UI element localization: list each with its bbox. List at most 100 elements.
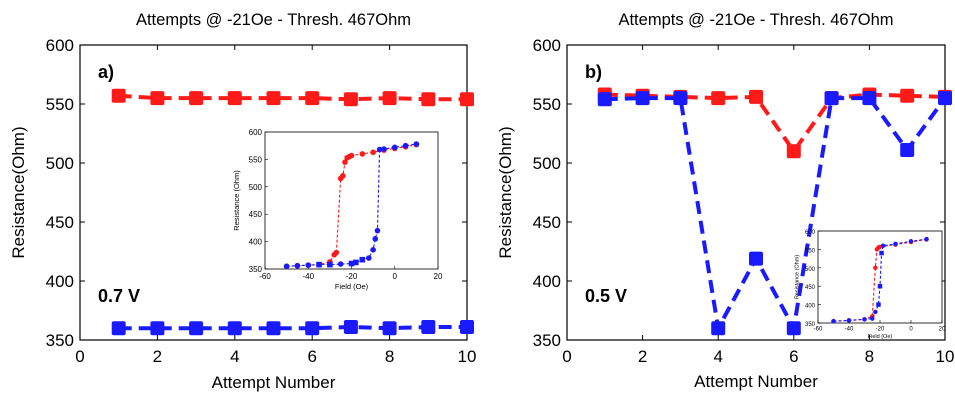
x-tick-label: 8 — [385, 347, 394, 366]
inset-data-point — [366, 255, 372, 261]
data-point — [111, 88, 126, 103]
y-tick-label: 400 — [46, 272, 74, 291]
x-axis-label: Attempt Number — [694, 372, 818, 391]
inset-data-point — [413, 141, 420, 147]
inset-x-tick-label: -40 — [302, 272, 314, 281]
inset-data-point — [873, 265, 878, 271]
data-point — [938, 91, 952, 106]
y-tick-label: 550 — [46, 95, 74, 114]
inset-x-tick-label: -40 — [845, 327, 854, 333]
inset-data-point — [870, 316, 875, 321]
inset-x-axis-label: Field (Oe) — [335, 282, 369, 291]
inset-x-tick-label: -20 — [876, 327, 885, 333]
inset-y-axis-label: Resistance (Ohm) — [232, 170, 241, 231]
inset-data-point — [831, 318, 836, 324]
inset-data-point — [873, 309, 878, 315]
y-tick-label: 600 — [533, 36, 561, 55]
inset-data-point — [340, 173, 346, 179]
data-point — [460, 320, 474, 335]
inset-data-point — [316, 261, 322, 268]
inset-data-point — [877, 283, 883, 289]
chart-panel-b: 0 2 4 6 8 10 350 400 450 500 550 600 Attempts @ -21O… — [496, 11, 954, 391]
inset-data-point — [893, 241, 898, 247]
data-point — [227, 91, 242, 106]
inset-x-tick-label: 0 — [909, 327, 913, 333]
data-point — [824, 91, 839, 106]
data-point — [150, 91, 165, 106]
inset-chart: -60 -40 -20 0 20 350 400 450 500 550 600 Field (Oe)… — [795, 230, 946, 340]
plot-frame — [566, 44, 946, 341]
inset-y-tick-label: 450 — [805, 285, 816, 291]
panel-label: a) — [98, 62, 114, 82]
voltage-annotation: 0.7 V — [98, 286, 140, 306]
inset-data-point — [305, 262, 312, 268]
series-line-0 — [604, 92, 946, 155]
inset-x-tick-label: -60 — [814, 327, 823, 333]
data-point — [786, 321, 801, 336]
panel-label: b) — [585, 62, 602, 82]
data-point — [862, 91, 877, 106]
data-point — [343, 92, 358, 107]
inset-data-point — [391, 144, 398, 151]
data-point — [382, 321, 397, 336]
y-tick-label: 350 — [533, 331, 561, 350]
y-tick-label: 450 — [46, 213, 74, 232]
data-point — [305, 91, 320, 106]
y-tick-label: 550 — [533, 95, 561, 114]
inset-data-point — [353, 259, 359, 266]
x-tick-label: 10 — [458, 347, 477, 366]
y-tick-label: 500 — [46, 154, 74, 173]
data-point — [711, 91, 726, 106]
data-point — [749, 251, 763, 266]
data-point — [189, 321, 204, 336]
inset-y-tick-label: 400 — [249, 238, 263, 247]
y-tick-label: 600 — [46, 36, 74, 55]
inset-y-axis-label: Resistance (Ohm) — [795, 255, 801, 299]
data-point — [150, 321, 165, 336]
x-tick-label: 0 — [75, 347, 84, 366]
y-axis-label: Resistance(Ohm) — [496, 126, 515, 258]
inset-data-point — [381, 146, 387, 152]
inset-x-tick-label: -20 — [346, 272, 358, 281]
inset-y-tick-label: 550 — [805, 248, 816, 254]
inset-data-point — [374, 227, 381, 234]
inset-data-point — [370, 247, 376, 253]
data-point — [382, 91, 397, 106]
series-line-1 — [604, 96, 947, 335]
data-point — [635, 91, 650, 106]
inset-y-tick-label: 550 — [249, 155, 263, 164]
y-tick-label: 350 — [46, 331, 74, 350]
inset-data-point — [862, 317, 867, 322]
inset-data-point — [359, 256, 366, 263]
inset-x-axis-label: Field (Oe) — [868, 334, 893, 340]
inset-data-point — [348, 260, 355, 267]
chart-panel-a: 0 2 4 6 8 10 350 400 450 500 550 600 Attempts @ -21O… — [9, 11, 476, 392]
x-tick-label: 0 — [562, 347, 571, 366]
inset-y-tick-label: 350 — [249, 265, 263, 274]
data-point — [749, 89, 763, 104]
x-tick-label: 6 — [307, 347, 316, 366]
data-point — [266, 321, 281, 336]
inset-y-tick-label: 600 — [805, 230, 816, 236]
inset-y-tick-label: 500 — [805, 267, 816, 273]
data-point — [111, 321, 126, 336]
inset-data-point — [294, 262, 301, 269]
inset-data-point — [908, 239, 914, 244]
data-point — [227, 321, 242, 336]
data-point — [421, 320, 436, 335]
data-point — [900, 143, 915, 158]
data-point — [421, 92, 436, 107]
inset-data-point — [876, 302, 881, 307]
data-point — [266, 91, 281, 106]
x-axis-label: Attempt Number — [212, 373, 336, 392]
inset-data-point — [372, 236, 379, 242]
plot-frame — [79, 44, 468, 341]
x-tick-label: 2 — [153, 347, 162, 366]
data-point — [900, 88, 915, 103]
data-point — [460, 92, 474, 107]
inset-chart: -60 -40 -20 0 20 350 400 450 500 550 600 Field (Oe)… — [232, 128, 443, 291]
x-tick-label: 4 — [713, 347, 722, 366]
y-tick-label: 450 — [533, 213, 561, 232]
inset-data-point — [402, 142, 409, 149]
